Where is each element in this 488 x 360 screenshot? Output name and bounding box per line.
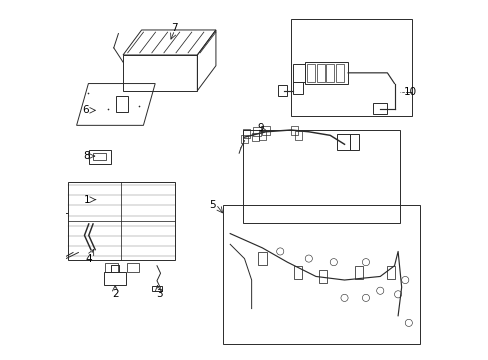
- Text: 9: 9: [257, 123, 264, 133]
- Bar: [104, 272, 125, 285]
- Bar: [290, 19, 411, 116]
- Bar: [258, 131, 265, 140]
- Text: 5: 5: [208, 200, 215, 210]
- Bar: [126, 263, 139, 272]
- Text: 1: 1: [84, 195, 90, 204]
- Bar: [242, 129, 249, 138]
- Bar: [251, 133, 258, 141]
- Bar: [325, 64, 333, 82]
- Bar: [89, 150, 110, 164]
- Bar: [292, 82, 302, 94]
- Text: 6: 6: [82, 105, 89, 115]
- Bar: [67, 182, 175, 260]
- Bar: [105, 263, 118, 272]
- Bar: [386, 266, 394, 279]
- Bar: [151, 286, 162, 291]
- Bar: [305, 62, 347, 84]
- Bar: [258, 252, 266, 265]
- Bar: [293, 266, 302, 279]
- Bar: [223, 205, 419, 344]
- Text: 7: 7: [171, 23, 178, 33]
- Bar: [278, 85, 287, 96]
- Bar: [262, 126, 269, 135]
- Bar: [242, 130, 399, 223]
- Text: 2: 2: [112, 289, 118, 299]
- Text: 4: 4: [85, 253, 92, 264]
- Bar: [253, 127, 260, 136]
- Bar: [294, 131, 301, 140]
- Bar: [318, 270, 326, 283]
- Bar: [290, 126, 298, 135]
- Text: 3: 3: [156, 289, 163, 299]
- Bar: [306, 64, 314, 82]
- Bar: [349, 134, 358, 150]
- Bar: [337, 134, 349, 150]
- Bar: [372, 103, 386, 114]
- Bar: [241, 135, 247, 143]
- Text: 8: 8: [83, 151, 90, 161]
- Bar: [292, 64, 304, 82]
- Bar: [354, 266, 363, 279]
- Bar: [335, 64, 343, 82]
- Bar: [93, 153, 106, 160]
- Bar: [316, 64, 324, 82]
- Text: 10: 10: [403, 87, 416, 98]
